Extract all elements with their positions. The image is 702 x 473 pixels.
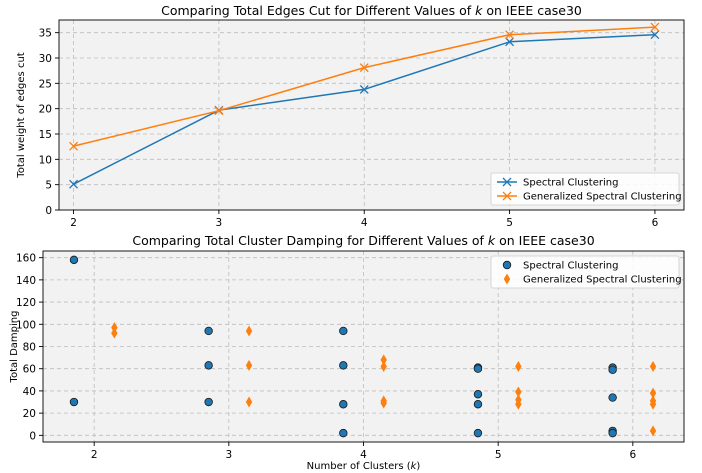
- data-point-2: [214, 106, 224, 116]
- x-axis-label: Number of Clusters (k): [307, 461, 421, 472]
- data-point-1: [473, 428, 483, 438]
- x-axis-label-var: k: [411, 461, 418, 472]
- x-axis-label-part: ): [416, 461, 420, 472]
- x-tick-label: 2: [91, 449, 98, 461]
- data-point-1: [69, 255, 79, 265]
- legend-box: [490, 255, 680, 289]
- data-point-1: [204, 361, 213, 370]
- data-point-1: [473, 400, 483, 409]
- data-point-2: [380, 397, 387, 409]
- y-tick-label: 0: [45, 205, 52, 217]
- chart-title: Comparing Total Edges Cut for Different …: [161, 3, 582, 18]
- chart-title-part: Comparing Total Cluster Damping for Diff…: [132, 233, 488, 248]
- y-tick-label: 140: [16, 275, 36, 287]
- x-tick-label: 6: [629, 449, 636, 461]
- chart-title-part: on IEEE case30: [495, 233, 595, 248]
- legend-box: [490, 172, 680, 206]
- x-tick-label: 4: [361, 217, 368, 229]
- data-point-2: [649, 360, 657, 372]
- data-point-1: [473, 364, 483, 373]
- plot-frame: [58, 19, 685, 211]
- data-point-2: [380, 360, 387, 372]
- data-point-1: [505, 37, 515, 47]
- data-point-2: [245, 396, 253, 408]
- x-tick-label: 5: [495, 449, 502, 461]
- data-point-1: [473, 390, 483, 399]
- y-tick-label: 5: [45, 180, 52, 192]
- data-point-1: [69, 179, 78, 189]
- data-point-1: [608, 428, 617, 438]
- x-tick-label: 2: [70, 217, 77, 229]
- data-point-2: [515, 360, 522, 372]
- y-tick-label: 15: [39, 129, 52, 141]
- y-tick-label: 80: [23, 342, 36, 354]
- x-tick-label: 5: [506, 217, 513, 229]
- legend-marker: [502, 260, 512, 270]
- data-point-1: [359, 84, 369, 94]
- y-tick-label: 40: [23, 386, 36, 398]
- data-point-2: [515, 398, 522, 410]
- data-point-1: [650, 30, 660, 40]
- chart-title-var: k: [475, 3, 483, 18]
- chart-title-part: on IEEE case30: [482, 3, 582, 18]
- y-tick-label: 60: [23, 364, 36, 376]
- legend-marker: [503, 273, 511, 285]
- data-point-1: [339, 428, 348, 438]
- data-point-1: [339, 361, 348, 370]
- y-tick-label: 0: [29, 430, 36, 442]
- data-point-1: [339, 400, 348, 409]
- chart-title: Comparing Total Cluster Damping for Diff…: [132, 233, 594, 248]
- data-point-2: [650, 22, 660, 32]
- y-tick-label: 120: [16, 297, 36, 309]
- x-tick-label: 6: [652, 217, 659, 229]
- y-tick-label: 35: [39, 28, 52, 40]
- data-point-1: [608, 365, 617, 375]
- y-tick-label: 10: [39, 154, 52, 166]
- y-tick-label: 25: [39, 78, 52, 90]
- data-point-1: [204, 397, 213, 407]
- data-point-2: [245, 359, 253, 371]
- data-point-2: [649, 398, 657, 410]
- data-point-1: [204, 326, 213, 336]
- legend-label: Spectral Clustering: [523, 178, 618, 189]
- data-point-2: [245, 325, 253, 337]
- data-point-1: [69, 397, 79, 407]
- legend-label: Spectral Clustering: [523, 261, 618, 272]
- y-axis-label: Total Damping: [9, 311, 20, 384]
- edges-cut-chart: 2 3 4 5 6 0 5 10 15 20 25 30 35 Comparing Total Edges…: [16, 3, 685, 229]
- data-point-2: [380, 354, 387, 366]
- chart-title-var: k: [488, 233, 496, 248]
- y-tick-label: 30: [39, 53, 52, 65]
- data-point-2: [69, 141, 78, 151]
- data-point-2: [111, 322, 118, 334]
- data-point-1: [608, 393, 617, 402]
- x-axis-label-part: Number of Clusters (: [307, 461, 411, 472]
- legend-label: Generalized Spectral Clustering: [523, 192, 682, 203]
- y-axis-label: Total weight of edges cut: [16, 52, 27, 178]
- data-point-2: [649, 425, 657, 437]
- data-point-2: [111, 327, 118, 339]
- x-tick-label: 4: [360, 449, 367, 461]
- data-point-2: [505, 30, 515, 40]
- chart-title-part: Comparing Total Edges Cut for Different …: [161, 3, 475, 18]
- data-point-2: [649, 387, 657, 399]
- data-point-2: [359, 63, 369, 73]
- data-point-1: [339, 326, 348, 336]
- y-tick-label: 160: [16, 253, 36, 265]
- y-tick-label: 20: [39, 104, 52, 116]
- y-tick-label: 100: [16, 319, 36, 331]
- legend-marker: [502, 177, 512, 187]
- legend-marker: [502, 191, 512, 201]
- x-tick-label: 3: [225, 449, 232, 461]
- y-tick-label: 20: [23, 408, 36, 420]
- x-tick-label: 3: [216, 217, 223, 229]
- data-point-2: [515, 386, 522, 398]
- legend-label: Generalized Spectral Clustering: [523, 275, 682, 286]
